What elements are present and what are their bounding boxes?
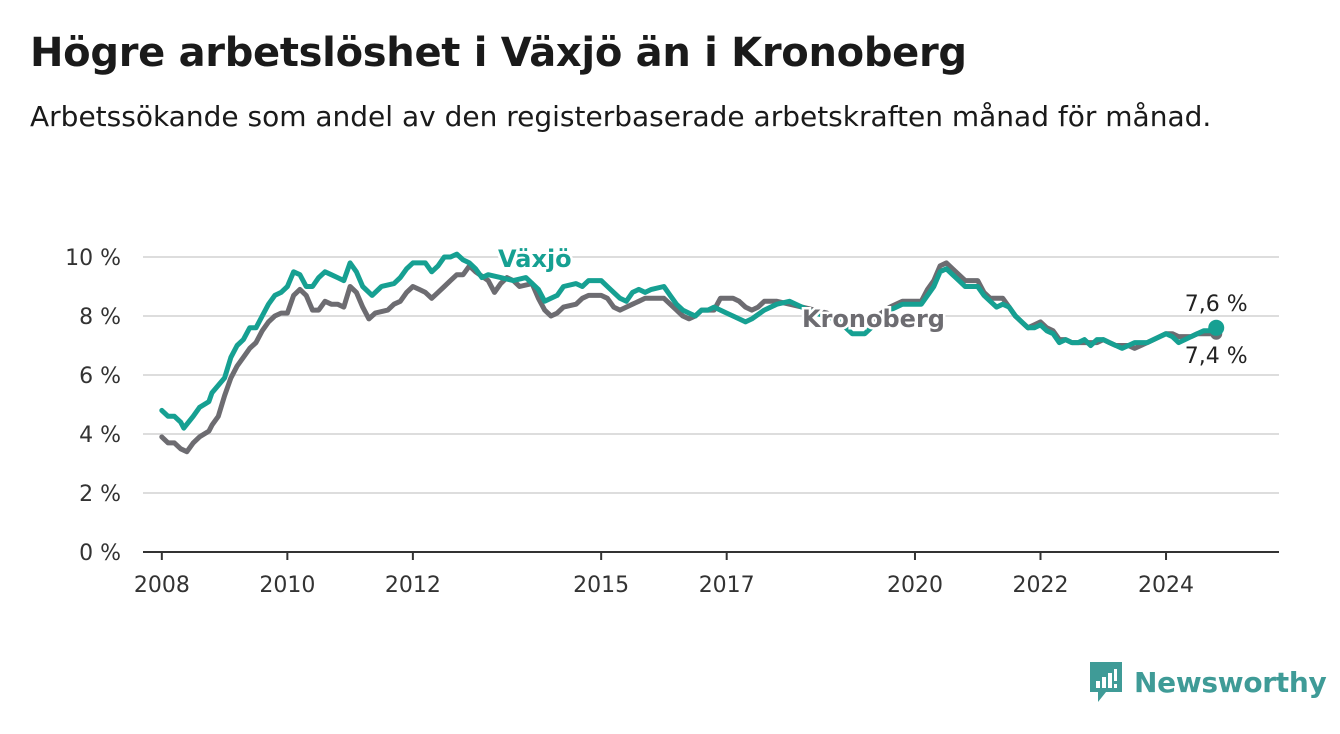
- newsworthy-logo-icon: [1090, 662, 1122, 702]
- y-tick-label: 6 %: [79, 364, 121, 389]
- line-chart: 0 % 2 % 4 % 6 % 8 % 10 % 2008 2010 2012 2015 2017 2…: [65, 243, 1279, 598]
- series-line-kronoberg: [159, 260, 1219, 455]
- series-line-växjö: [159, 251, 1219, 431]
- x-tick-label: 2012: [385, 573, 441, 598]
- x-tick-label: 2015: [573, 573, 629, 598]
- x-tick-label: 2017: [699, 573, 755, 598]
- x-tick-label: 2010: [259, 573, 315, 598]
- axis-layer: 0 % 2 % 4 % 6 % 8 % 10 % 2008 2010 2012 2015 2017 2…: [65, 246, 1279, 598]
- y-tick-label: 0 %: [79, 541, 121, 566]
- y-tick-label: 10 %: [65, 246, 121, 271]
- y-tick-label: 2 %: [79, 482, 121, 507]
- chart-title: Högre arbetslöshet i Växjö än i Kronober…: [30, 30, 967, 76]
- label-layer: Växjö Kronoberg 7,6 % 7,4 %: [496, 243, 1248, 370]
- x-tick-label: 2022: [1013, 573, 1069, 598]
- x-tick-label: 2008: [134, 573, 190, 598]
- series-layer: [159, 251, 1225, 455]
- newsworthy-logo: Newsworthy: [1088, 660, 1327, 704]
- end-value-vaxjo: 7,6 %: [1185, 292, 1248, 317]
- grid-layer: [143, 256, 1279, 494]
- y-tick-label: 8 %: [79, 305, 121, 330]
- brand-name: Newsworthy: [1134, 665, 1327, 699]
- x-tick-label: 2024: [1138, 573, 1194, 598]
- end-point-vaxjo: [1208, 319, 1225, 336]
- end-value-kronoberg: 7,4 %: [1185, 344, 1248, 369]
- y-tick-label: 4 %: [79, 423, 121, 448]
- chart-subtitle: Arbetssökande som andel av den registerb…: [30, 100, 1212, 133]
- series-label-kronoberg: Kronoberg: [802, 305, 945, 333]
- series-label-vaxjo: Växjö: [498, 245, 572, 273]
- x-tick-label: 2020: [887, 573, 943, 598]
